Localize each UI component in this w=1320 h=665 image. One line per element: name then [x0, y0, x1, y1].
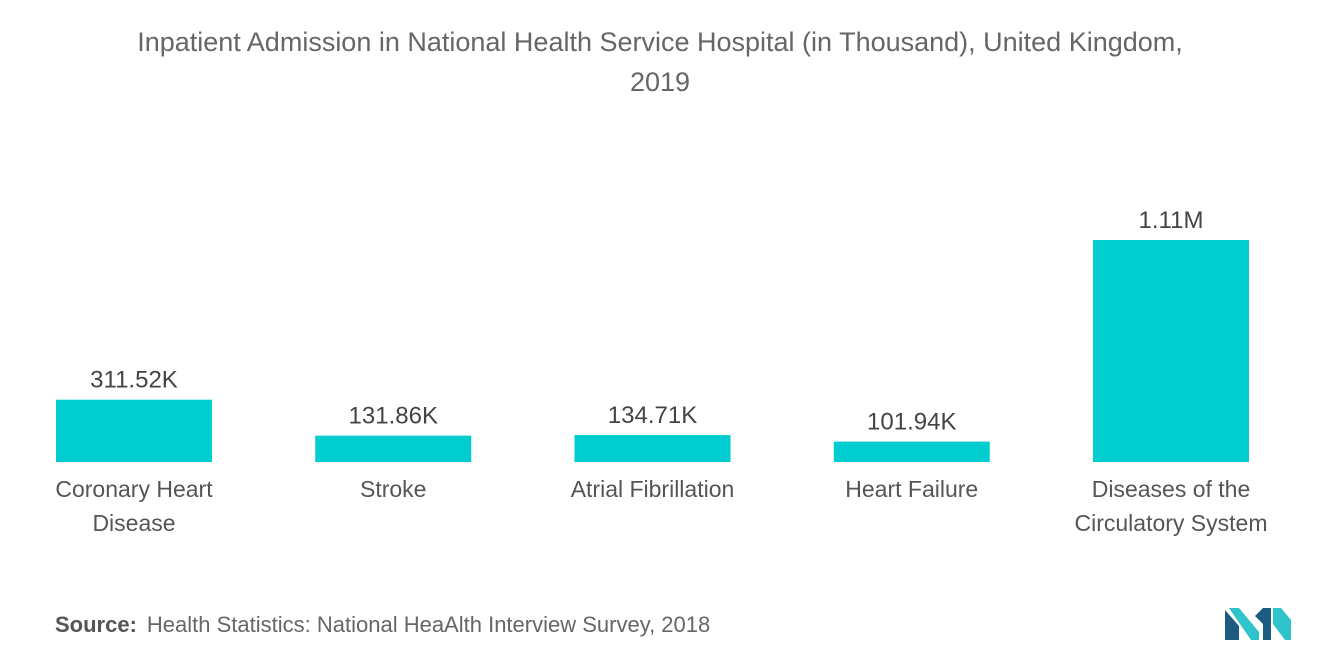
data-label-2: 134.71K — [608, 402, 697, 429]
data-label-1: 131.86K — [349, 403, 438, 430]
logo-shape-4 — [1273, 608, 1291, 640]
bar-2 — [574, 435, 731, 462]
category-label-0-line-1: Disease — [92, 510, 175, 536]
source-note: Source: Health Statistics: National HeaAl… — [55, 612, 710, 638]
logo-shape-1 — [1225, 610, 1239, 640]
category-label-0-line-0: Coronary Heart — [55, 476, 213, 502]
bar-0 — [56, 399, 212, 462]
bar-1 — [315, 435, 472, 462]
logo-shape-3 — [1255, 608, 1271, 640]
category-label-2-line-0: Atrial Fibrillation — [571, 476, 735, 502]
source-label: Source: — [55, 612, 137, 637]
category-label-3-line-0: Heart Failure — [845, 476, 978, 502]
category-label-1-line-0: Stroke — [360, 476, 426, 502]
data-label-4: 1.11M — [1139, 207, 1204, 234]
source-text: Health Statistics: National HeaAlth Inte… — [146, 612, 711, 637]
category-label-4-line-1: Circulatory System — [1075, 510, 1268, 536]
chart-title-line-1: Inpatient Admission in National Health S… — [137, 27, 1183, 57]
data-label-3: 101.94K — [867, 409, 956, 436]
bar-3 — [833, 441, 990, 462]
bar-chart: 311.52K Coronary Heart Disease 131.86K Strok… — [55, 207, 1268, 536]
chart-title-line-2: 2019 — [629, 67, 691, 97]
category-label-4-line-0: Diseases of the — [1092, 476, 1251, 502]
bar-4 — [1093, 240, 1249, 462]
logo-shape-2 — [1229, 608, 1259, 640]
data-label-0: 311.52K — [90, 367, 178, 394]
chart-title: Inpatient Admission in National Health S… — [20, 22, 1300, 102]
brand-logo — [1225, 608, 1291, 640]
